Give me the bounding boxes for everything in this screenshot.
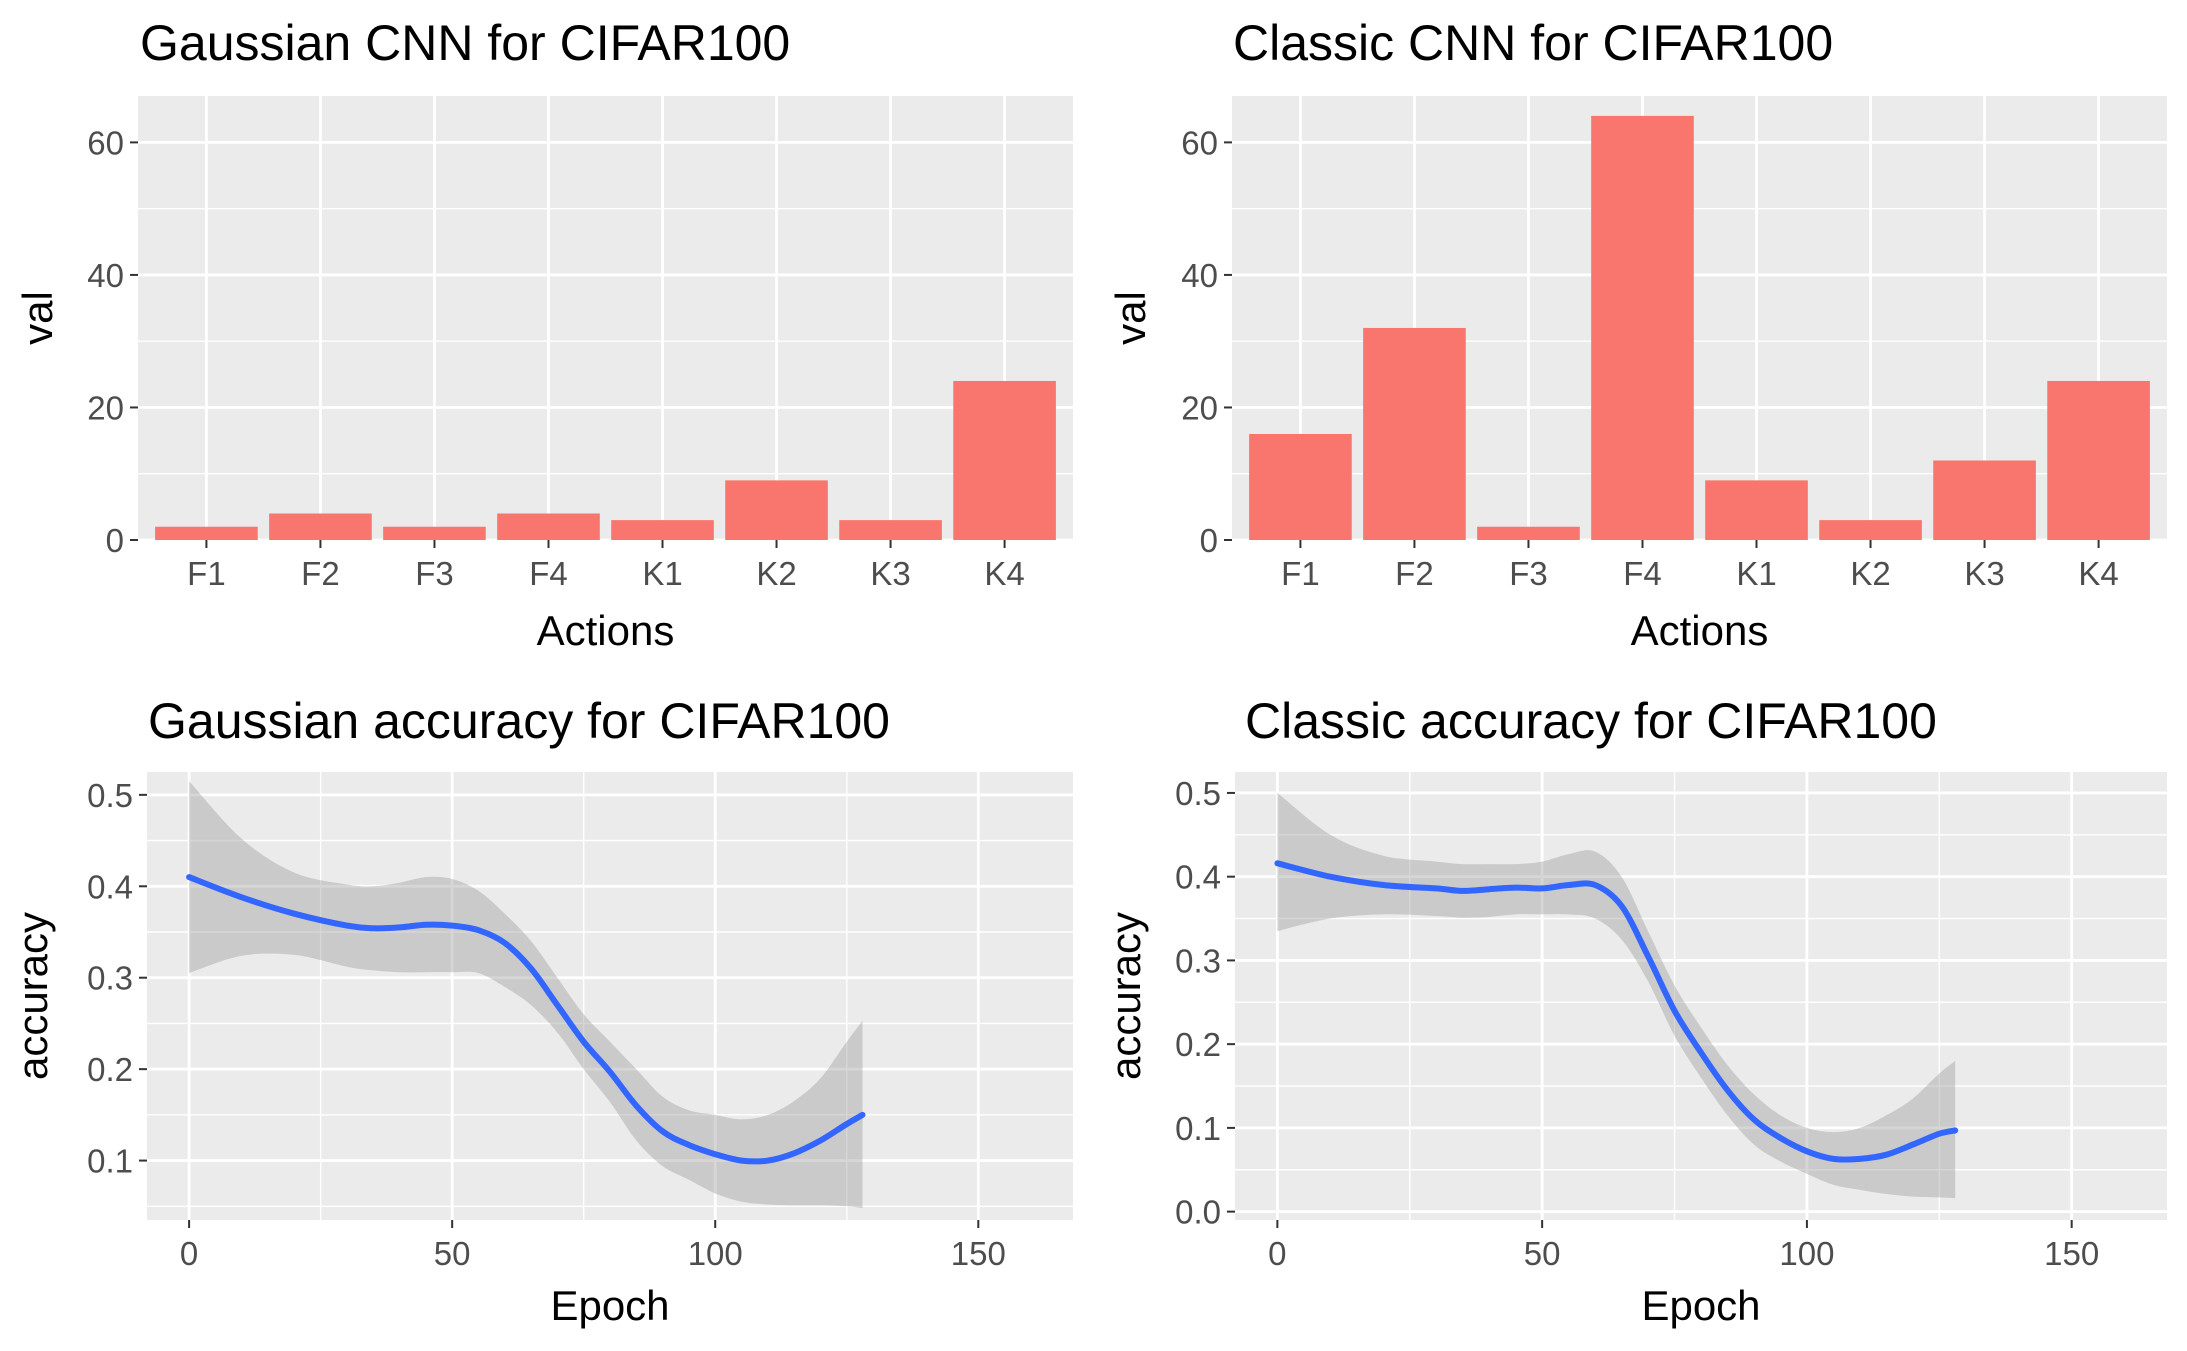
panel-background (147, 772, 1073, 1220)
y-tick-label: 0.5 (1175, 775, 1221, 812)
bar-F2 (1363, 327, 1466, 540)
chart-title: Classic CNN for CIFAR100 (1233, 15, 1833, 71)
y-tick-label: 20 (87, 389, 124, 426)
x-tick-label: F2 (1395, 555, 1434, 592)
bar-F4 (1591, 115, 1694, 540)
y-tick-label: 60 (1181, 124, 1218, 161)
bar-K2 (725, 480, 828, 540)
bar-F1 (155, 526, 258, 540)
smooth-line (186, 874, 866, 1165)
y-tick-label: 0.2 (87, 1051, 133, 1088)
x-tick-label: 50 (434, 1235, 471, 1272)
x-tick-label: F1 (1281, 555, 1320, 592)
x-tick-label: K3 (870, 555, 910, 592)
bar-K1 (1705, 480, 1808, 540)
x-tick-label: 0 (1268, 1235, 1286, 1272)
x-axis-title: Actions (1631, 607, 1769, 654)
x-tick-label: F4 (1623, 555, 1662, 592)
chart-title: Gaussian accuracy for CIFAR100 (148, 693, 890, 749)
y-axis-title: val (14, 291, 61, 345)
x-tick-label: K2 (756, 555, 796, 592)
chart-panel-4: 0 50 100 150 0.0 0.1 0.2 0.3 0.4 0.5 Classic accur… (1102, 693, 2167, 1329)
chart-panel-1: F1 F2 F3 F4 K1 K2 K3 K4 0 20 40 60 Gaussian CNN for … (14, 15, 1073, 654)
chart-title: Classic accuracy for CIFAR100 (1245, 693, 1937, 749)
x-tick-label: 100 (688, 1235, 743, 1272)
y-tick-label: 0.3 (87, 960, 133, 997)
x-tick-label: K2 (1850, 555, 1890, 592)
x-tick-label: 50 (1524, 1235, 1561, 1272)
x-tick-label: F3 (415, 555, 454, 592)
x-tick-label: 100 (1779, 1235, 1834, 1272)
bar-K3 (1933, 460, 2036, 540)
y-axis-title: val (1107, 291, 1154, 345)
y-tick-label: 20 (1181, 389, 1218, 426)
y-tick-label: 40 (1181, 257, 1218, 294)
confidence-ribbon (189, 781, 863, 1209)
y-tick-label: 0.1 (87, 1143, 133, 1180)
x-tick-label: F1 (187, 555, 226, 592)
bar-K4 (953, 380, 1056, 540)
y-tick-label: 0 (106, 522, 124, 559)
chart-panel-3: 0 50 100 150 0.1 0.2 0.3 0.4 0.5 Gaussian accurac… (9, 693, 1073, 1329)
y-tick-label: 0.3 (1175, 942, 1221, 979)
bar-F2 (269, 513, 372, 540)
y-axis-title: accuracy (9, 912, 56, 1080)
panel-background (1235, 772, 2167, 1220)
bar-F3 (383, 526, 486, 540)
x-axis-title: Epoch (1641, 1282, 1760, 1329)
y-tick-label: 0.5 (87, 777, 133, 814)
smooth-line (1274, 860, 1959, 1163)
x-tick-label: K4 (984, 555, 1024, 592)
x-tick-label: F4 (529, 555, 568, 592)
y-tick-label: 0.4 (87, 868, 133, 905)
bar-K4 (2047, 380, 2150, 540)
chart-title: Gaussian CNN for CIFAR100 (140, 15, 790, 71)
x-tick-label: K1 (642, 555, 682, 592)
x-tick-label: 150 (2044, 1235, 2099, 1272)
x-axis-title: Epoch (550, 1282, 669, 1329)
panel-background (138, 96, 1073, 540)
y-tick-label: 40 (87, 257, 124, 294)
bar-F4 (497, 513, 600, 540)
x-tick-label: K1 (1736, 555, 1776, 592)
y-tick-label: 0 (1200, 522, 1218, 559)
confidence-ribbon (1277, 792, 1956, 1199)
bar-K3 (839, 520, 942, 540)
x-tick-label: K3 (1964, 555, 2004, 592)
bar-K2 (1819, 520, 1922, 540)
bar-K1 (611, 520, 714, 540)
y-tick-label: 60 (87, 124, 124, 161)
y-tick-label: 0.4 (1175, 859, 1221, 896)
x-axis-title: Actions (537, 607, 675, 654)
x-tick-label: F2 (301, 555, 340, 592)
chart-panel-2: F1 F2 F3 F4 K1 K2 K3 K4 0 20 40 60 Classic CNN for C… (1107, 15, 2167, 654)
x-tick-label: 150 (951, 1235, 1006, 1272)
x-tick-label: K4 (2078, 555, 2118, 592)
bar-F3 (1477, 526, 1580, 540)
y-tick-label: 0.1 (1175, 1110, 1221, 1147)
y-tick-label: 0.2 (1175, 1026, 1221, 1063)
x-tick-label: F3 (1509, 555, 1548, 592)
y-axis-title: accuracy (1102, 912, 1149, 1080)
y-tick-label: 0.0 (1175, 1194, 1221, 1231)
bar-F1 (1249, 433, 1352, 540)
x-tick-label: 0 (180, 1235, 198, 1272)
